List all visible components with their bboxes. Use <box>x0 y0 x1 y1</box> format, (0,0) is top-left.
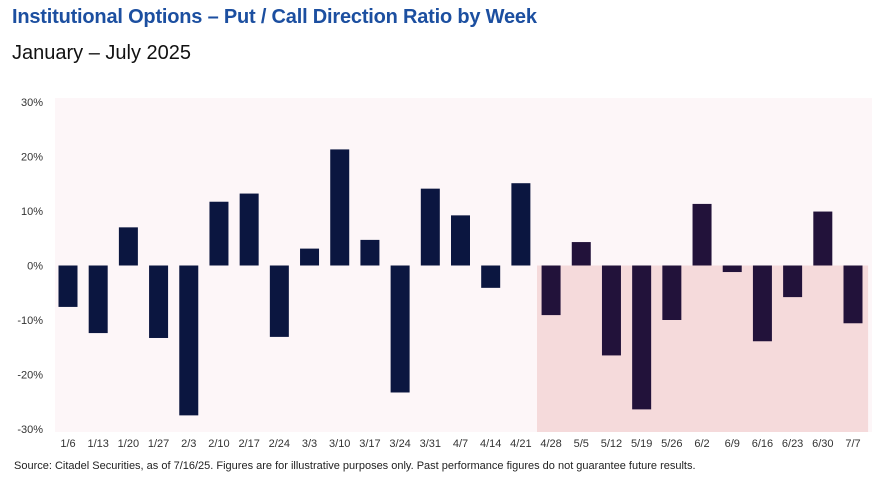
y-tick-label: 30% <box>21 97 43 109</box>
bar-1-27 <box>149 265 169 338</box>
x-tick-label: 2/3 <box>181 438 196 450</box>
bar-3-3 <box>300 248 320 266</box>
x-axis-ticks: 1/6 1/13 1/20 1/27 2/3 2/10 2/17 2/24 3/3 3/10 3/1… <box>60 438 860 450</box>
bar-1-6 <box>58 265 78 307</box>
bar-5-12 <box>601 265 621 356</box>
bar-6-9 <box>722 265 742 273</box>
x-tick-label: 2/17 <box>238 438 259 450</box>
chart-title: Institutional Options – Put / Call Direc… <box>12 6 537 28</box>
bar-6-23 <box>783 265 803 298</box>
bar-3-31 <box>420 188 440 266</box>
x-tick-label: 4/14 <box>480 438 501 450</box>
y-tick-label: 10% <box>21 206 43 218</box>
x-tick-label: 6/16 <box>752 438 773 450</box>
bar-7-7 <box>843 265 863 324</box>
x-tick-label: 6/9 <box>725 438 740 450</box>
bar-2-17 <box>239 193 259 266</box>
x-tick-label: 4/28 <box>540 438 561 450</box>
y-tick-label: 20% <box>21 152 43 164</box>
bar-3-24 <box>390 265 410 393</box>
x-tick-label: 2/10 <box>208 438 229 450</box>
bar-2-24 <box>269 265 289 337</box>
x-tick-label: 1/20 <box>118 438 139 450</box>
bar-2-10 <box>209 201 229 266</box>
bar-5-5 <box>571 242 591 266</box>
x-tick-label: 5/19 <box>631 438 652 450</box>
bar-6-2 <box>692 203 712 266</box>
source-note: Source: Citadel Securities, as of 7/16/2… <box>14 460 696 472</box>
bar-3-10 <box>330 149 350 266</box>
x-tick-label: 1/13 <box>87 438 108 450</box>
bar-1-13 <box>88 265 108 334</box>
x-tick-label: 5/12 <box>601 438 622 450</box>
bar-3-17 <box>360 239 380 266</box>
y-tick-label: -20% <box>17 370 43 382</box>
bar-4-21 <box>511 183 531 266</box>
bars-group <box>58 149 863 416</box>
x-tick-label: 3/10 <box>329 438 350 450</box>
x-tick-label: 3/31 <box>420 438 441 450</box>
x-tick-label: 3/24 <box>389 438 410 450</box>
bar-1-20 <box>118 227 138 266</box>
x-tick-label: 5/26 <box>661 438 682 450</box>
x-tick-label: 6/30 <box>812 438 833 450</box>
highlight-band <box>536 265 869 432</box>
chart-subtitle: January – July 2025 <box>12 42 192 64</box>
y-axis-ticks: 30% 20% 10% 0% -10% -20% -30% <box>17 97 43 436</box>
bar-4-14 <box>481 265 501 288</box>
x-tick-label: 2/24 <box>269 438 290 450</box>
x-tick-label: 6/23 <box>782 438 803 450</box>
x-tick-label: 1/6 <box>60 438 75 450</box>
x-tick-label: 4/21 <box>510 438 531 450</box>
bar-6-16 <box>752 265 772 342</box>
bar-4-28 <box>541 265 561 316</box>
y-tick-label: -30% <box>17 424 43 436</box>
y-tick-label: 0% <box>27 261 43 273</box>
bar-5-26 <box>662 265 682 320</box>
x-tick-label: 3/3 <box>302 438 317 450</box>
bar-6-30 <box>813 211 833 266</box>
bar-4-7 <box>451 215 470 266</box>
x-tick-label: 4/7 <box>453 438 468 450</box>
x-tick-label: 3/17 <box>359 438 380 450</box>
bar-2-3 <box>179 265 199 416</box>
x-tick-label: 7/7 <box>845 438 860 450</box>
bar-5-19 <box>632 265 652 410</box>
y-tick-label: -10% <box>17 315 43 327</box>
x-tick-label: 6/2 <box>694 438 709 450</box>
x-tick-label: 5/5 <box>574 438 589 450</box>
x-tick-label: 1/27 <box>148 438 169 450</box>
